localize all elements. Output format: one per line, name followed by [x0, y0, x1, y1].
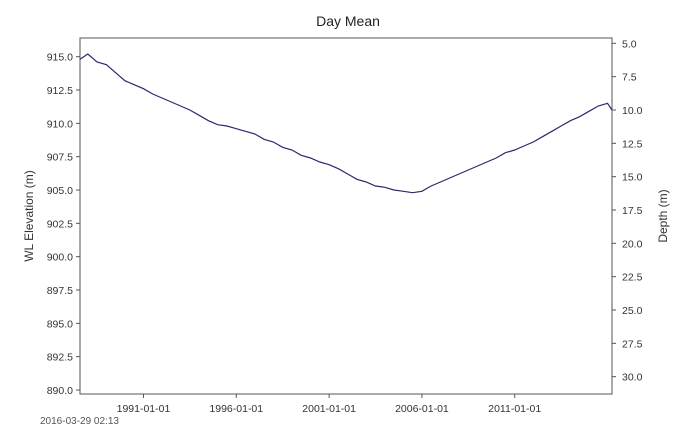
x-tick-label: 1996-01-01: [209, 403, 263, 415]
chart-title: Day Mean: [316, 13, 380, 29]
timestamp: 2016-03-29 02:13: [40, 416, 119, 427]
y2-tick-label: 10.0: [622, 105, 643, 117]
y2-tick-label: 30.0: [622, 372, 643, 384]
y-tick-label: 912.5: [47, 85, 73, 97]
y2-tick-label: 20.0: [622, 238, 643, 250]
series-line: [79, 53, 613, 194]
y-tick-label: 892.5: [47, 352, 73, 364]
y-tick-label: 900.0: [47, 252, 73, 264]
y-tick-label: 902.5: [47, 218, 73, 230]
y-tick-label: 915.0: [47, 52, 73, 64]
bottom-axis: 1991-01-01 1996-01-01 2001-01-01 2006-01-01…: [117, 394, 541, 415]
y2-tick-label: 12.5: [622, 138, 643, 150]
y2-tick-label: 15.0: [622, 172, 643, 184]
y2-axis-label: Depth (m): [656, 189, 670, 242]
y2-tick-label: 22.5: [622, 272, 643, 284]
y-tick-label: 907.5: [47, 152, 73, 164]
y-tick-label: 890.0: [47, 385, 73, 397]
x-tick-label: 2001-01-01: [302, 403, 356, 415]
right-axis: 5.0 7.5 10.0 12.5 15.0 17.5 20.0 22.5 25.0 27.5 30…: [612, 38, 643, 384]
y-tick-label: 905.0: [47, 185, 73, 197]
y-tick-label: 895.0: [47, 318, 73, 330]
y2-tick-label: 27.5: [622, 338, 643, 350]
y2-tick-label: 25.0: [622, 305, 643, 317]
x-tick-label: 2011-01-01: [488, 403, 541, 415]
y-tick-label: 897.5: [47, 285, 73, 297]
x-tick-label: 1991-01-01: [117, 403, 171, 415]
y-tick-label: 910.0: [47, 118, 73, 130]
left-axis: 890.0 892.5 895.0 897.5 900.0 902.5 905.0 907.5…: [47, 52, 80, 397]
plot-area: [79, 37, 613, 395]
x-tick-label: 2006-01-01: [395, 403, 449, 415]
y2-tick-label: 7.5: [622, 72, 637, 84]
y-axis-label: WL Elevation (m): [22, 170, 36, 262]
y2-tick-label: 5.0: [622, 38, 637, 50]
y2-tick-label: 17.5: [622, 205, 643, 217]
